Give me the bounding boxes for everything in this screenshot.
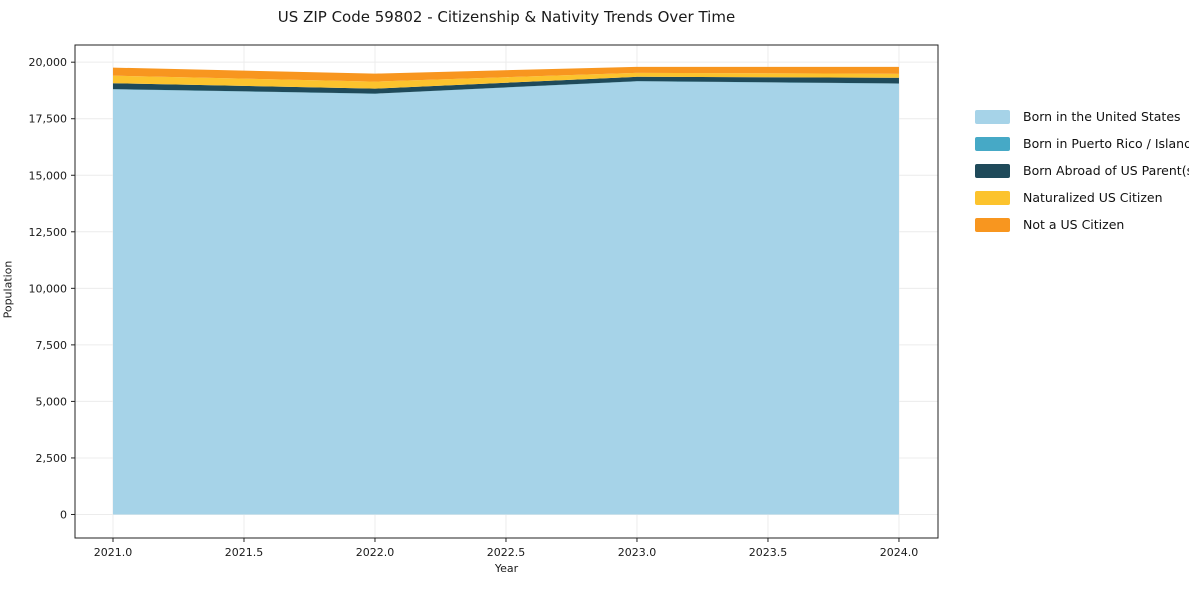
- legend-item-born-abroad: Born Abroad of US Parent(s): [975, 157, 1189, 184]
- chart-title: US ZIP Code 59802 - Citizenship & Nativi…: [277, 8, 736, 26]
- y-tick-label: 12,500: [29, 226, 68, 239]
- legend-swatch-born-abroad: [975, 163, 1010, 178]
- y-tick-label: 5,000: [36, 395, 68, 408]
- y-tick-label: 10,000: [29, 282, 68, 295]
- legend-swatch-naturalized: [975, 190, 1010, 205]
- area-series-3: [112, 72, 899, 89]
- legend-item-naturalized: Naturalized US Citizen: [975, 184, 1189, 211]
- y-tick-label: 0: [60, 508, 67, 521]
- y-tick-label: 2,500: [36, 452, 68, 465]
- x-tick-label: 2022.5: [487, 546, 526, 559]
- x-tick-label: 2021.5: [225, 546, 264, 559]
- legend-item-born-us: Born in the United States: [975, 103, 1189, 130]
- area-series-1: [112, 81, 899, 94]
- x-tick-label: 2023.0: [618, 546, 657, 559]
- area-series-2: [112, 76, 899, 94]
- area-series-0: [112, 81, 899, 515]
- legend-swatch-born-us: [975, 109, 1010, 124]
- legend-label: Born in Puerto Rico / Islands: [1023, 136, 1189, 151]
- legend: Born in the United States Born in Puerto…: [975, 103, 1189, 238]
- legend-item-born-puerto-rico: Born in Puerto Rico / Islands: [975, 130, 1189, 157]
- legend-label: Born Abroad of US Parent(s): [1023, 163, 1189, 178]
- plot-border: [74, 44, 939, 539]
- y-tick-label: 15,000: [29, 169, 68, 182]
- legend-label: Born in the United States: [1023, 109, 1181, 124]
- y-tick-label: 17,500: [29, 113, 68, 126]
- y-tick-label: 20,000: [29, 56, 68, 69]
- x-axis-label: Year: [494, 562, 519, 575]
- x-tick-label: 2024.0: [880, 546, 919, 559]
- y-tick-label: 7,500: [36, 339, 68, 352]
- legend-label: Naturalized US Citizen: [1023, 190, 1163, 205]
- x-tick-label: 2023.5: [749, 546, 788, 559]
- x-tick-label: 2022.0: [356, 546, 395, 559]
- area-series-4: [112, 66, 899, 82]
- legend-swatch-not-citizen: [975, 217, 1010, 232]
- legend-label: Not a US Citizen: [1023, 217, 1125, 232]
- legend-item-not-citizen: Not a US Citizen: [975, 211, 1189, 238]
- y-axis-label: Population: [1, 260, 15, 319]
- legend-swatch-born-puerto-rico: [975, 136, 1010, 151]
- x-tick-label: 2021.0: [94, 546, 133, 559]
